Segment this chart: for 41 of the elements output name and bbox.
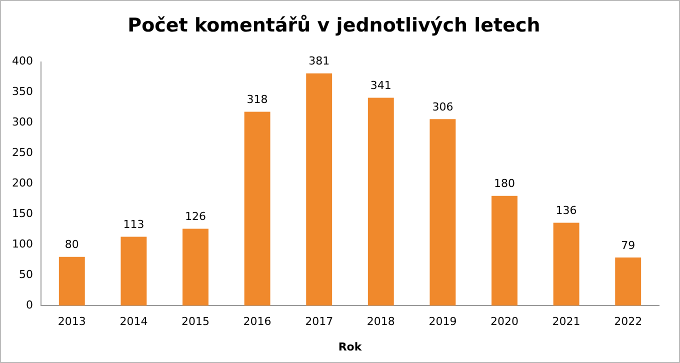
y-tick-label: 300 [12, 116, 33, 129]
x-tick-label: 2018 [366, 315, 395, 328]
data-label: 79 [621, 238, 636, 252]
data-label: 136 [556, 204, 577, 218]
data-label: 318 [246, 93, 268, 106]
x-axis-title: Rok [338, 340, 362, 354]
bar [306, 73, 332, 306]
data-label: 113 [123, 218, 144, 232]
x-tick-label: 2016 [243, 315, 272, 328]
x-tick-label: 2014 [120, 315, 148, 328]
data-label: 126 [184, 210, 206, 224]
y-tick-label: 0 [26, 298, 33, 312]
x-tick-label: 2015 [181, 315, 210, 328]
y-tick-label: 150 [12, 207, 33, 220]
x-tick-label: 2019 [428, 315, 457, 328]
y-tick-label: 400 [12, 54, 33, 68]
bar [492, 196, 518, 306]
bar [430, 119, 456, 306]
x-tick-label: 2020 [490, 315, 518, 328]
x-tick-label: 2017 [305, 315, 334, 328]
x-tick-label: 2022 [614, 315, 642, 328]
data-label: 381 [308, 54, 330, 68]
y-tick-label: 100 [12, 238, 33, 251]
bar [553, 222, 580, 306]
x-tick-label: 2013 [58, 315, 86, 328]
y-tick-label: 250 [12, 146, 33, 160]
bar [182, 228, 208, 306]
bar [58, 256, 85, 306]
data-label: 306 [432, 100, 454, 114]
y-tick-label: 200 [12, 176, 33, 190]
y-tick-label: 50 [18, 268, 33, 281]
bar [615, 257, 642, 306]
bar [368, 98, 394, 306]
y-tick-label: 350 [12, 85, 33, 98]
data-label: 180 [494, 177, 515, 190]
data-label: 341 [370, 79, 392, 92]
bar [120, 236, 147, 306]
chart-title: Počet komentářů v jednotlivých letech [128, 14, 540, 36]
data-label: 80 [64, 238, 79, 252]
x-tick-label: 2021 [552, 315, 580, 328]
bar [244, 112, 270, 306]
